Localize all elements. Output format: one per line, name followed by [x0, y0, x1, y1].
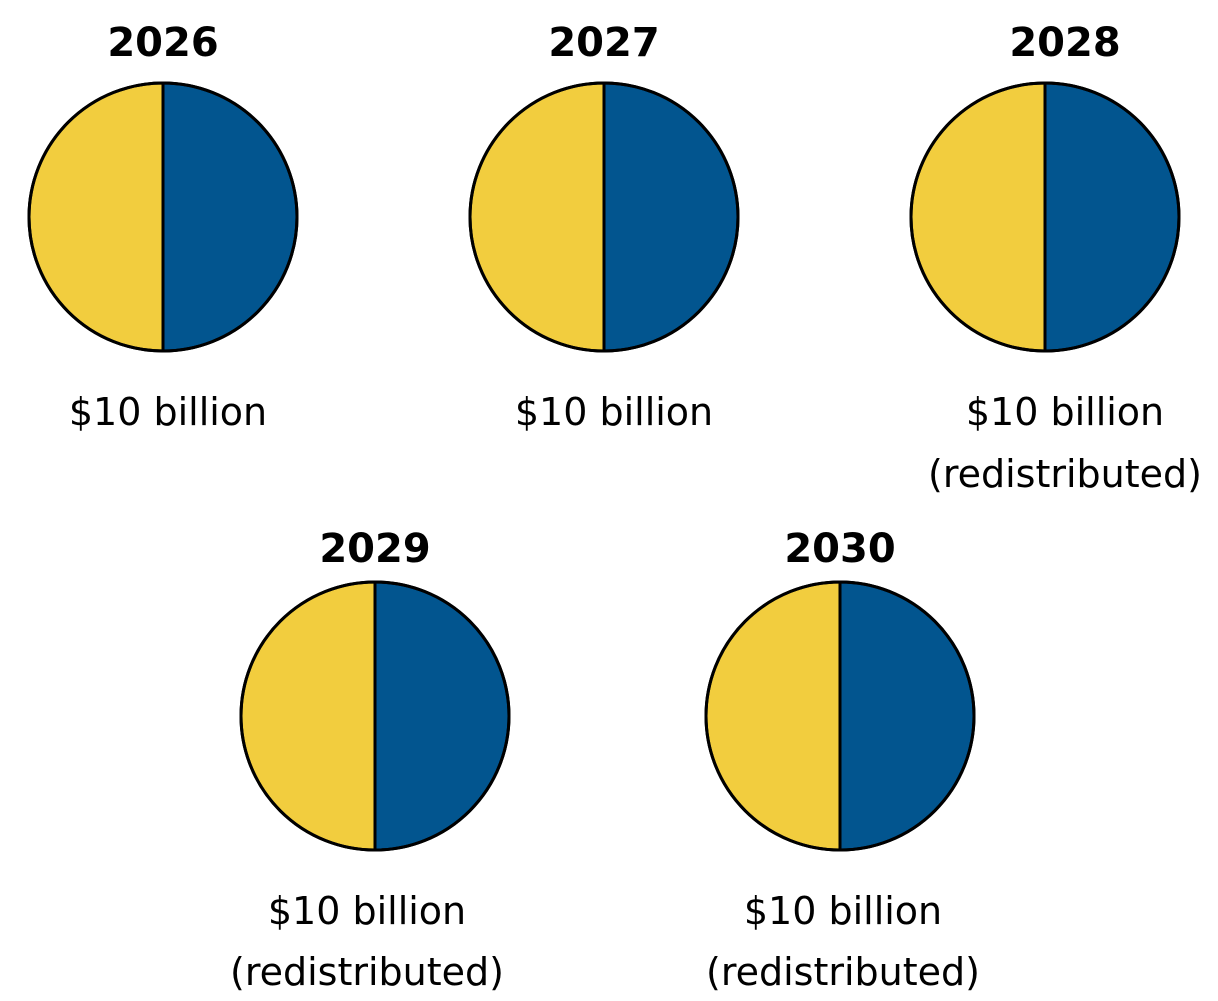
pie-note-label: (redistributed) — [706, 950, 980, 994]
pie-outline — [239, 580, 511, 852]
pie-slice-right — [1043, 81, 1181, 353]
pie-title: 2029 — [319, 526, 430, 572]
pie-outline — [27, 81, 299, 353]
pie-outline — [468, 81, 740, 353]
pie-chart-2029: 2029 $10 billion (redistributed) — [230, 526, 511, 994]
pie-slice-left — [27, 81, 165, 353]
pie-chart-2027: 2027 $10 billion — [468, 20, 740, 434]
pie-chart-2030: 2030 $10 billion (redistributed) — [704, 526, 980, 994]
pie-title: 2027 — [548, 20, 659, 66]
pie-note-label: (redistributed) — [230, 950, 504, 994]
pie-title: 2028 — [1009, 20, 1120, 66]
pie-value-label: $10 billion — [268, 889, 466, 933]
pie-note-label: (redistributed) — [928, 452, 1202, 496]
pie-slice-right — [161, 81, 299, 353]
pie-slice-left — [468, 81, 606, 353]
pie-outline — [704, 580, 976, 852]
pie-slice-right — [373, 580, 511, 852]
pie-outline — [909, 81, 1181, 353]
pie-slice-left — [909, 81, 1047, 353]
pie-value-label: $10 billion — [515, 390, 713, 434]
pie-title: 2026 — [107, 20, 218, 66]
pie-value-label: $10 billion — [69, 390, 267, 434]
pie-value-label: $10 billion — [744, 889, 942, 933]
pie-chart-2028: 2028 $10 billion (redistributed) — [909, 20, 1202, 496]
pie-slice-right — [838, 580, 976, 852]
pie-chart-2026: 2026 $10 billion — [27, 20, 299, 434]
pie-value-label: $10 billion — [966, 390, 1164, 434]
pie-slice-left — [239, 580, 377, 852]
pie-slice-left — [704, 580, 842, 852]
pie-title: 2030 — [784, 526, 895, 572]
pie-slice-right — [602, 81, 740, 353]
